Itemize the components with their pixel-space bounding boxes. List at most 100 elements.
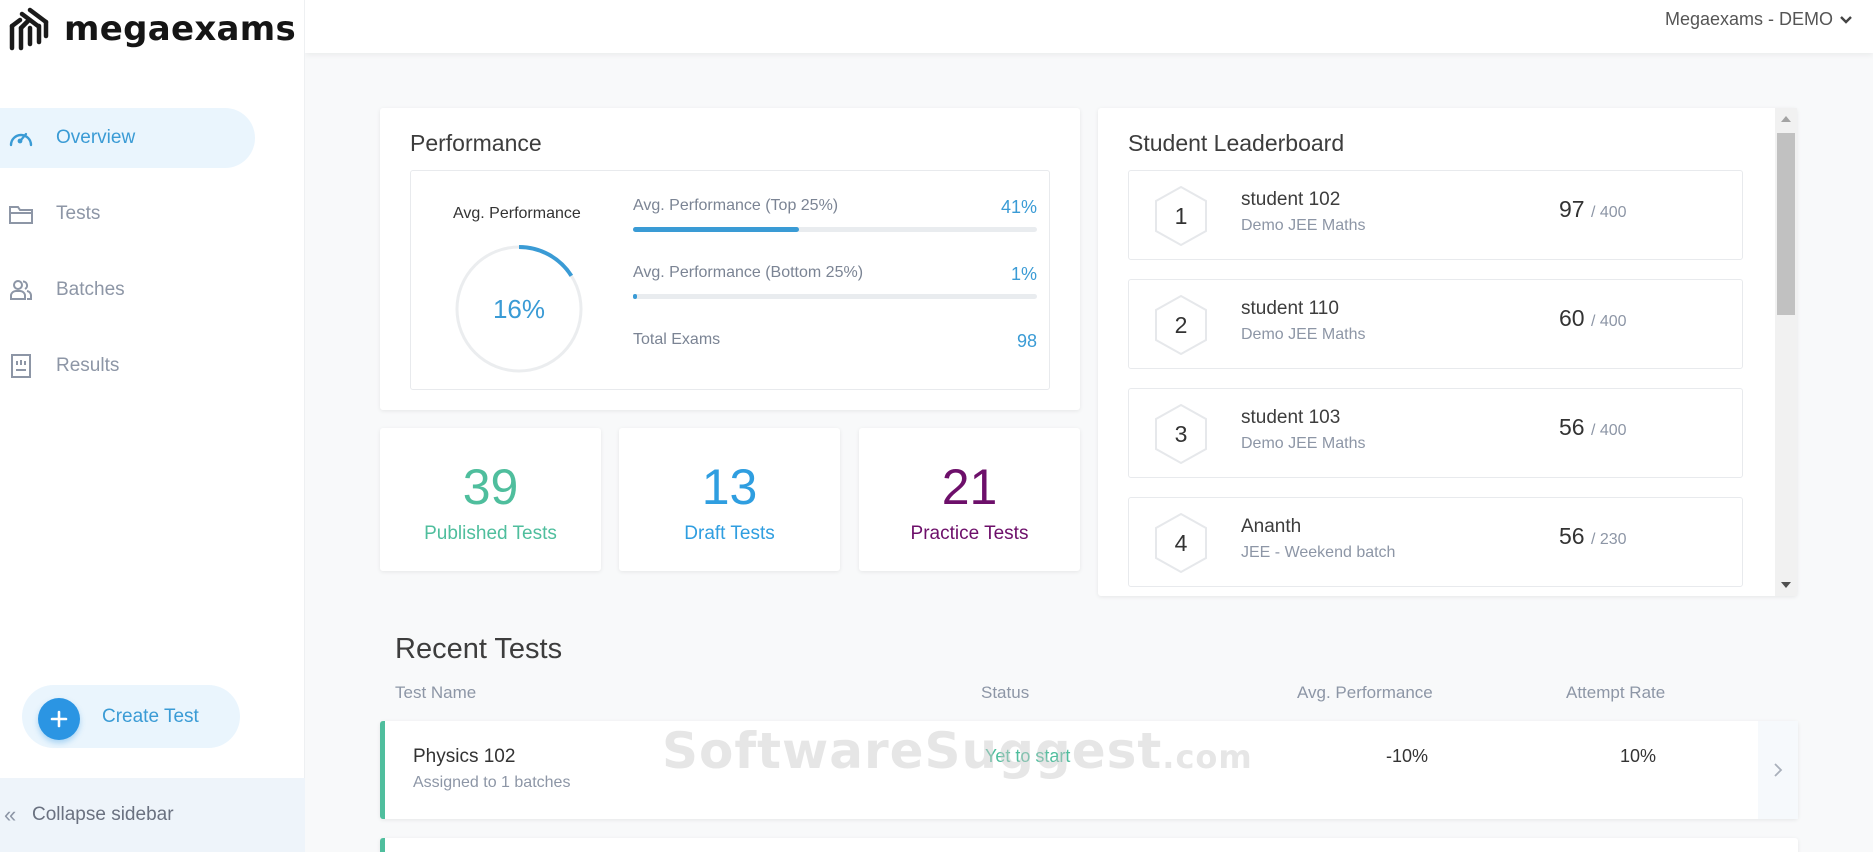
student-leaderboard-card: Student Leaderboard 1 student 102 Demo J… bbox=[1098, 108, 1797, 596]
sidebar-item-label: Results bbox=[56, 355, 120, 376]
test-assignment: Assigned to 1 batches bbox=[413, 774, 571, 791]
stat-label: Published Tests bbox=[424, 523, 557, 544]
rank-hexagon-icon bbox=[1155, 294, 1207, 356]
sidebar-item-label: Overview bbox=[56, 127, 136, 148]
score-total: / 230 bbox=[1590, 531, 1627, 548]
rank-hexagon-icon bbox=[1155, 185, 1207, 247]
recent-tests-title: Recent Tests bbox=[395, 633, 563, 665]
progress-track bbox=[633, 294, 1037, 299]
chevron-down-icon bbox=[1840, 15, 1852, 24]
student-batch: Demo JEE Maths bbox=[1241, 326, 1366, 343]
progress-fill bbox=[633, 294, 638, 299]
collapse-sidebar-label: Collapse sidebar bbox=[32, 804, 174, 825]
score-total: / 400 bbox=[1590, 313, 1627, 330]
student-batch: JEE - Weekend batch bbox=[1241, 544, 1396, 561]
student-batch: Demo JEE Maths bbox=[1241, 435, 1366, 452]
leaderboard-entry[interactable]: 1 student 102 Demo JEE Maths 97 / 400 bbox=[1128, 170, 1743, 260]
student-name: student 102 bbox=[1241, 189, 1341, 210]
rank-number: 2 bbox=[1174, 311, 1188, 338]
create-test-button[interactable]: Create Test bbox=[22, 685, 240, 748]
sidebar-item-label: Tests bbox=[56, 203, 101, 224]
rank-hexagon-icon bbox=[1155, 512, 1207, 574]
leaderboard-entry[interactable]: 4 Ananth JEE - Weekend batch 56 / 230 bbox=[1128, 497, 1743, 587]
score-value: 60 bbox=[1559, 305, 1585, 331]
column-header-avg-performance: Avg. Performance bbox=[1297, 683, 1433, 702]
progress-fill bbox=[633, 227, 799, 232]
sidebar: megaexams Overview Tests Batches bbox=[0, 0, 305, 852]
test-status: Yet to start bbox=[985, 746, 1071, 766]
folder-icon bbox=[9, 206, 33, 224]
rank-number: 1 bbox=[1174, 202, 1188, 229]
student-batch: Demo JEE Maths bbox=[1241, 217, 1366, 234]
test-name: Physics 102 bbox=[413, 746, 516, 767]
score-total: / 400 bbox=[1590, 422, 1627, 439]
performance-title: Performance bbox=[410, 130, 542, 156]
test-avg-performance: -10% bbox=[1386, 746, 1429, 766]
brand-name: megaexams bbox=[64, 9, 297, 49]
avg-performance-value: 16% bbox=[492, 293, 546, 324]
sidebar-item-overview[interactable]: Overview bbox=[0, 108, 255, 168]
stat-value: 39 bbox=[462, 459, 519, 515]
leaderboard-title: Student Leaderboard bbox=[1128, 130, 1345, 156]
gauge-icon bbox=[9, 132, 33, 147]
test-row[interactable]: Physics 102 Assigned to 1 batches Yet to… bbox=[380, 721, 1798, 819]
users-icon bbox=[10, 280, 32, 300]
avg-performance-ring bbox=[455, 245, 583, 373]
scrollbar-thumb[interactable] bbox=[1777, 133, 1795, 315]
leaderboard-entry[interactable]: 3 student 103 Demo JEE Maths 56 / 400 bbox=[1128, 388, 1743, 478]
stat-label: Practice Tests bbox=[910, 523, 1029, 544]
sidebar-item-tests[interactable]: Tests bbox=[0, 184, 255, 244]
report-icon bbox=[11, 354, 31, 378]
student-score: 60 / 400 bbox=[1559, 305, 1627, 332]
performance-card: Performance Avg. Performance 16% Avg. Pe… bbox=[380, 108, 1080, 410]
draft-tests-card[interactable]: 13 Draft Tests bbox=[619, 428, 840, 571]
student-name: Ananth bbox=[1241, 516, 1302, 537]
published-tests-card[interactable]: 39 Published Tests bbox=[380, 428, 601, 571]
stat-label: Draft Tests bbox=[684, 523, 775, 544]
column-header-attempt-rate: Attempt Rate bbox=[1566, 683, 1666, 702]
plus-icon bbox=[38, 698, 80, 740]
student-name: student 110 bbox=[1241, 298, 1339, 319]
account-name: Megaexams - DEMO bbox=[1664, 9, 1833, 29]
chevron-right-icon[interactable] bbox=[1758, 721, 1798, 819]
rank-number: 4 bbox=[1174, 529, 1188, 556]
collapse-sidebar-button[interactable]: « Collapse sidebar bbox=[0, 778, 305, 852]
performance-panel: Avg. Performance 16% Avg. Performance (T… bbox=[410, 170, 1050, 390]
leaderboard-entry[interactable]: 2 student 110 Demo JEE Maths 60 / 400 bbox=[1128, 279, 1743, 369]
brand-logo[interactable]: megaexams bbox=[8, 6, 296, 52]
column-header-status: Status bbox=[981, 683, 1030, 702]
scroll-up-arrow-icon[interactable] bbox=[1775, 108, 1797, 130]
sidebar-item-results[interactable]: Results bbox=[0, 336, 255, 396]
score-total: / 400 bbox=[1590, 204, 1627, 221]
score-value: 56 bbox=[1559, 523, 1585, 549]
metric-label: Avg. Performance (Top 25%) bbox=[633, 197, 839, 214]
score-value: 56 bbox=[1559, 414, 1585, 440]
scroll-down-arrow-icon[interactable] bbox=[1775, 574, 1797, 596]
avg-performance-label: Avg. Performance bbox=[453, 205, 581, 222]
stat-value: 21 bbox=[941, 459, 998, 515]
stat-value: 13 bbox=[701, 459, 758, 515]
rank-hexagon-icon bbox=[1155, 403, 1207, 465]
student-name: student 103 bbox=[1241, 407, 1341, 428]
top-header: Megaexams - DEMO bbox=[305, 0, 1873, 53]
sidebar-item-batches[interactable]: Batches bbox=[0, 260, 255, 320]
test-attempt-rate: 10% bbox=[1620, 746, 1657, 766]
score-value: 97 bbox=[1559, 196, 1585, 222]
student-score: 56 / 400 bbox=[1559, 414, 1627, 441]
double-chevron-left-icon: « bbox=[4, 802, 17, 827]
student-score: 97 / 400 bbox=[1559, 196, 1627, 223]
metric-label: Total Exams bbox=[633, 331, 721, 348]
leaderboard-scrollbar[interactable] bbox=[1775, 108, 1797, 596]
metric-value: 98 bbox=[1016, 331, 1037, 351]
create-test-label: Create Test bbox=[102, 705, 199, 727]
metric-value: 41% bbox=[1000, 197, 1037, 217]
progress-track bbox=[633, 227, 1037, 232]
rank-number: 3 bbox=[1174, 420, 1188, 447]
megaexams-logo-icon bbox=[9, 7, 49, 51]
test-row[interactable] bbox=[380, 838, 1798, 852]
metric-value: 1% bbox=[1010, 264, 1037, 284]
sidebar-item-label: Batches bbox=[56, 279, 125, 300]
account-dropdown[interactable]: Megaexams - DEMO bbox=[1665, 9, 1853, 30]
practice-tests-card[interactable]: 21 Practice Tests bbox=[859, 428, 1080, 571]
column-header-test-name: Test Name bbox=[395, 683, 477, 702]
